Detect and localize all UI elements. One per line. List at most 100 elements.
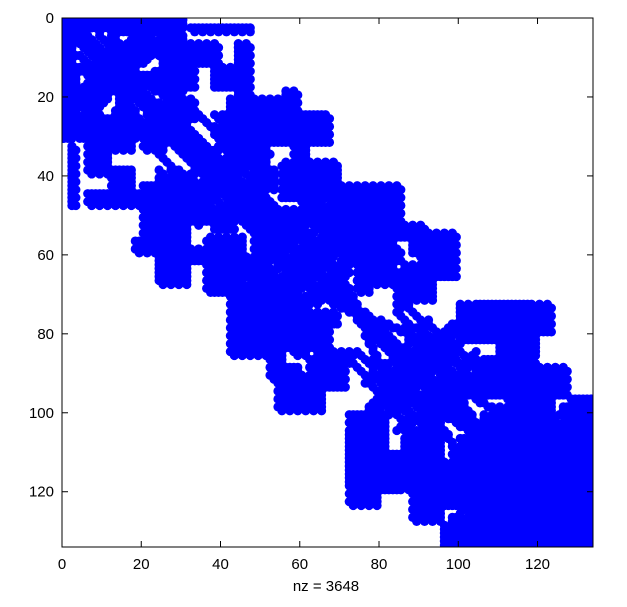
nonzero-marker <box>134 125 144 136</box>
nonzero-marker <box>586 481 593 491</box>
nonzero-marker <box>503 335 513 345</box>
nonzero-marker <box>229 106 239 116</box>
nonzero-marker <box>229 82 239 92</box>
nonzero-marker <box>110 18 121 25</box>
nonzero-marker <box>356 433 366 444</box>
nonzero-marker <box>519 366 529 376</box>
nonzero-marker <box>348 433 358 444</box>
nonzero-marker <box>451 232 461 242</box>
nonzero-marker <box>237 125 247 136</box>
nonzero-marker <box>503 366 513 376</box>
nonzero-marker <box>245 350 255 361</box>
nonzero-marker <box>360 232 370 242</box>
nonzero-marker <box>273 114 283 124</box>
nonzero-marker <box>110 185 121 195</box>
nonzero-marker <box>229 252 239 262</box>
nonzero-marker <box>71 169 81 179</box>
nonzero-marker <box>182 212 192 222</box>
nonzero-marker <box>356 473 366 483</box>
nonzero-marker <box>138 54 148 65</box>
nonzero-marker <box>71 200 81 211</box>
nonzero-marker <box>396 248 406 258</box>
nonzero-marker <box>178 256 188 266</box>
nonzero-marker <box>530 497 541 507</box>
nonzero-marker <box>566 540 576 547</box>
nonzero-marker <box>142 248 152 258</box>
nonzero-marker <box>380 457 390 467</box>
nonzero-marker <box>372 473 382 483</box>
nonzero-marker <box>122 43 132 53</box>
nonzero-marker <box>87 110 97 120</box>
nonzero-marker <box>301 339 311 349</box>
nonzero-marker <box>170 240 180 250</box>
nonzero-marker <box>170 50 180 61</box>
nonzero-marker <box>427 516 438 526</box>
nonzero-marker <box>134 18 144 25</box>
nonzero-marker <box>206 287 216 297</box>
nonzero-marker <box>277 323 287 333</box>
nonzero-marker <box>206 244 216 254</box>
nonzero-marker <box>62 121 69 132</box>
nonzero-marker <box>126 145 136 155</box>
nonzero-marker <box>142 118 152 128</box>
nonzero-marker <box>376 256 386 266</box>
nonzero-marker <box>293 339 303 349</box>
nonzero-marker <box>435 473 446 483</box>
nonzero-marker <box>427 473 438 483</box>
nonzero-marker <box>419 457 430 467</box>
nonzero-marker <box>170 90 180 100</box>
nonzero-marker <box>364 287 374 297</box>
nonzero-marker <box>138 70 148 80</box>
nonzero-marker <box>289 161 299 171</box>
nonzero-marker <box>324 362 335 372</box>
nonzero-marker <box>162 27 172 37</box>
nonzero-marker <box>87 23 97 33</box>
nonzero-marker <box>479 303 489 313</box>
nonzero-marker <box>237 260 247 270</box>
nonzero-marker <box>170 35 180 45</box>
nonzero-marker <box>419 295 430 305</box>
nonzero-marker <box>309 370 319 380</box>
nonzero-marker <box>503 303 513 313</box>
nonzero-marker <box>412 516 422 526</box>
nonzero-marker <box>348 441 358 451</box>
nonzero-marker <box>150 185 160 195</box>
nonzero-marker <box>293 350 303 361</box>
plot-area <box>62 18 593 547</box>
nonzero-marker <box>134 248 144 258</box>
nonzero-marker <box>178 177 188 187</box>
nonzero-marker <box>154 43 164 53</box>
nonzero-marker <box>364 465 374 475</box>
nonzero-marker <box>182 279 192 290</box>
nonzero-marker <box>170 248 180 258</box>
nonzero-marker <box>99 74 109 84</box>
nonzero-marker <box>213 283 224 294</box>
nonzero-marker <box>336 200 346 211</box>
nonzero-marker <box>416 264 426 274</box>
nonzero-marker <box>229 350 239 361</box>
nonzero-marker <box>487 303 497 313</box>
nonzero-marker <box>503 343 513 353</box>
nonzero-marker <box>142 125 152 136</box>
nonzero-marker <box>301 125 311 136</box>
nonzero-marker <box>396 208 406 219</box>
nonzero-marker <box>328 185 339 195</box>
nonzero-marker <box>162 74 172 84</box>
nonzero-marker <box>118 18 129 25</box>
nonzero-marker <box>519 382 529 392</box>
nonzero-marker <box>495 343 505 353</box>
nonzero-marker <box>130 114 140 124</box>
nonzero-marker <box>95 200 105 211</box>
nonzero-marker <box>62 90 69 100</box>
nonzero-marker <box>237 283 247 294</box>
nonzero-marker <box>495 319 505 329</box>
nonzero-marker <box>344 216 354 226</box>
nonzero-marker <box>380 465 390 475</box>
nonzero-marker <box>400 271 410 282</box>
nonzero-marker <box>285 125 295 136</box>
nonzero-marker <box>289 169 299 179</box>
nonzero-marker <box>435 457 446 467</box>
nonzero-marker <box>495 390 505 400</box>
nonzero-marker <box>416 271 426 282</box>
nonzero-marker <box>150 18 160 25</box>
